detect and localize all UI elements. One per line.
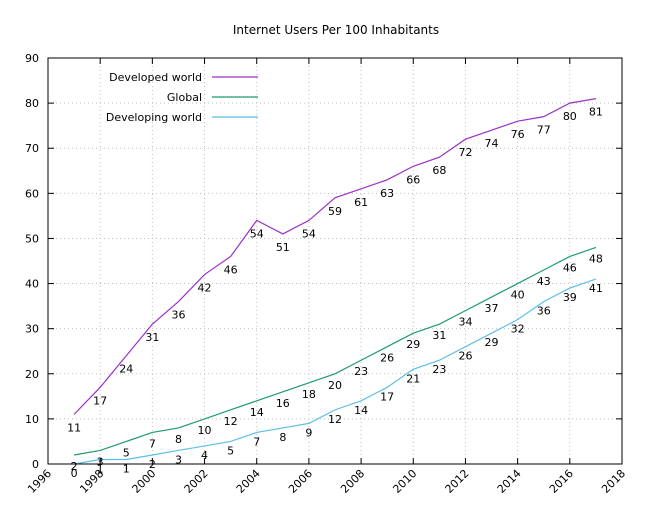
series-line-developing-world xyxy=(73,278,597,465)
series-line-global xyxy=(73,246,597,456)
data-label-developing-world: 8 xyxy=(279,431,286,444)
data-label-developed-world: 54 xyxy=(302,227,316,240)
data-label-developed-world: 80 xyxy=(563,110,577,123)
y-tick-label: 70 xyxy=(25,142,39,155)
data-label-global: 48 xyxy=(589,252,603,265)
data-label-developed-world: 66 xyxy=(406,173,420,186)
data-label-developing-world: 9 xyxy=(305,426,312,439)
data-label-developing-world: 1 xyxy=(97,462,104,475)
data-label-global: 31 xyxy=(432,329,446,342)
data-label-developing-world: 32 xyxy=(511,323,525,336)
data-label-global: 46 xyxy=(563,261,577,274)
data-label-developing-world: 23 xyxy=(432,363,446,376)
plot-frame xyxy=(47,57,623,465)
data-label-developing-world: 26 xyxy=(458,350,472,363)
x-tick-label: 2004 xyxy=(234,467,263,496)
x-tick-label: 2018 xyxy=(599,467,628,496)
data-label-global: 26 xyxy=(380,352,394,365)
data-label-developed-world: 24 xyxy=(119,363,133,376)
data-label-developing-world: 17 xyxy=(380,390,394,403)
data-label-developing-world: 7 xyxy=(253,435,260,448)
data-label-developed-world: 81 xyxy=(589,106,603,119)
data-label-developing-world: 21 xyxy=(406,372,420,385)
data-label-developed-world: 46 xyxy=(224,263,238,276)
y-tick-label: 50 xyxy=(25,232,39,245)
data-label-developed-world: 74 xyxy=(485,137,499,150)
data-label-developed-world: 63 xyxy=(380,187,394,200)
data-label-developing-world: 5 xyxy=(227,444,234,457)
data-label-developing-world: 1 xyxy=(123,462,130,475)
data-label-global: 5 xyxy=(123,446,130,459)
x-tick-label: 2016 xyxy=(547,467,576,496)
series-lines xyxy=(73,98,597,465)
x-tick-label: 2012 xyxy=(443,467,472,496)
legend-label-developing-world: Developing world xyxy=(106,111,202,124)
data-label-developing-world: 0 xyxy=(71,467,78,480)
data-label-global: 2 xyxy=(71,460,78,473)
data-label-global: 40 xyxy=(511,289,525,302)
y-tick-label: 30 xyxy=(25,323,39,336)
data-label-developing-world: 3 xyxy=(175,453,182,466)
data-label-developing-world: 39 xyxy=(563,291,577,304)
data-label-developed-world: 54 xyxy=(250,227,264,240)
x-tick-label: 2000 xyxy=(129,467,158,496)
data-label-global: 18 xyxy=(302,388,316,401)
y-tick-label: 40 xyxy=(25,278,39,291)
legend-label-developed-world: Developed world xyxy=(109,71,202,84)
x-tick-label: 2006 xyxy=(286,467,315,496)
data-label-global: 16 xyxy=(276,397,290,410)
data-label-developed-world: 51 xyxy=(276,241,290,254)
data-label-developed-world: 36 xyxy=(171,309,185,322)
x-tick-label: 2014 xyxy=(495,467,524,496)
y-tick-label: 20 xyxy=(25,368,39,381)
data-label-developed-world: 61 xyxy=(354,196,368,209)
x-tick-label: 2002 xyxy=(182,467,211,496)
data-label-developed-world: 31 xyxy=(145,331,159,344)
data-label-developed-world: 42 xyxy=(198,282,212,295)
data-label-global: 34 xyxy=(458,316,472,329)
y-tick-label: 80 xyxy=(25,97,39,110)
data-label-developed-world: 72 xyxy=(458,146,472,159)
data-label-global: 8 xyxy=(175,433,182,446)
x-tick-label: 2010 xyxy=(390,467,419,496)
data-label-global: 7 xyxy=(149,437,156,450)
data-label-developed-world: 11 xyxy=(67,421,81,434)
data-label-developing-world: 29 xyxy=(485,336,499,349)
data-label-global: 23 xyxy=(354,365,368,378)
legend-label-global: Global xyxy=(167,91,202,104)
data-label-developed-world: 77 xyxy=(537,124,551,137)
x-tick-label: 2008 xyxy=(338,467,367,496)
data-label-developed-world: 76 xyxy=(511,128,525,141)
data-label-developing-world: 4 xyxy=(201,449,208,462)
y-tick-label: 90 xyxy=(25,52,39,65)
y-tick-label: 0 xyxy=(32,458,39,471)
data-label-developed-world: 68 xyxy=(432,164,446,177)
data-label-developed-world: 17 xyxy=(93,394,107,407)
data-label-developing-world: 36 xyxy=(537,305,551,318)
data-label-global: 12 xyxy=(224,415,238,428)
data-label-developing-world: 12 xyxy=(328,413,342,426)
y-tick-label: 60 xyxy=(25,187,39,200)
data-label-global: 10 xyxy=(198,424,212,437)
data-label-developed-world: 59 xyxy=(328,205,342,218)
x-tick-label: 1996 xyxy=(25,467,54,496)
legend: Developed world Global Developing world xyxy=(106,71,258,124)
data-label-global: 43 xyxy=(537,275,551,288)
data-label-global: 37 xyxy=(485,302,499,315)
y-tick-label: 10 xyxy=(25,413,39,426)
data-label-global: 14 xyxy=(250,406,264,419)
data-label-global: 29 xyxy=(406,338,420,351)
data-label-developing-world: 41 xyxy=(589,282,603,295)
data-label-global: 20 xyxy=(328,379,342,392)
series-line-developed-world xyxy=(73,98,597,415)
chart-title: Internet Users Per 100 Inhabitants xyxy=(233,23,439,37)
data-label-developing-world: 14 xyxy=(354,404,368,417)
